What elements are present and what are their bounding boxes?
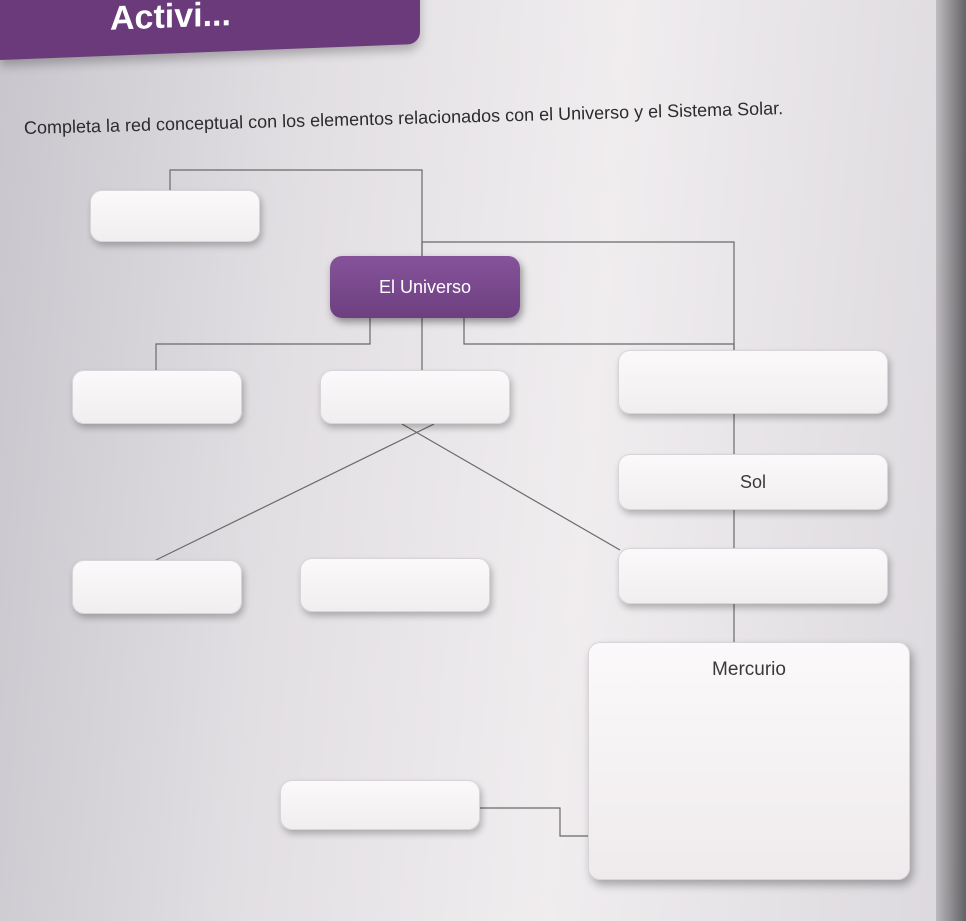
activity-header: Activi... — [0, 0, 420, 60]
node-label: El Universo — [379, 277, 471, 298]
concept-node-low-left[interactable] — [72, 560, 242, 614]
concept-node-top-left[interactable] — [90, 190, 260, 242]
concept-node-low-center[interactable] — [300, 558, 490, 612]
concept-node-bottom[interactable] — [280, 780, 480, 830]
node-label: Sol — [740, 472, 766, 493]
instruction-text: Completa la red conceptual con los eleme… — [24, 94, 926, 139]
concept-node-mid-right[interactable] — [618, 350, 888, 414]
node-label: Mercurio — [712, 659, 786, 681]
page: Activi... Completa la red conceptual con… — [0, 0, 966, 921]
book-binding — [936, 0, 966, 921]
concept-node-mid-center[interactable] — [320, 370, 510, 424]
concept-node-root: El Universo — [330, 256, 520, 318]
activity-title: Activi... — [110, 0, 231, 38]
concept-node-mid-left[interactable] — [72, 370, 242, 424]
concept-node-low-right[interactable] — [618, 548, 888, 604]
concept-node-sol: Sol — [618, 454, 888, 510]
concept-node-mercurio: Mercurio — [588, 642, 910, 880]
